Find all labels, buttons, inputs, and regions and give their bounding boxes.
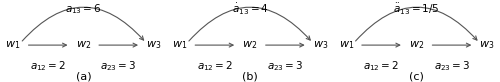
- Text: $w_1$: $w_1$: [172, 39, 187, 51]
- Text: $a_{12}=2$: $a_{12}=2$: [196, 59, 233, 73]
- Text: $w_1$: $w_1$: [338, 39, 354, 51]
- Text: $a_{23}=3$: $a_{23}=3$: [434, 59, 470, 73]
- Text: $a_{12}=2$: $a_{12}=2$: [364, 59, 400, 73]
- Text: $w_3$: $w_3$: [313, 39, 328, 51]
- Text: (c): (c): [409, 71, 424, 81]
- Text: $w_3$: $w_3$: [146, 39, 162, 51]
- Text: $\dot{a}_{13}=4$: $\dot{a}_{13}=4$: [232, 2, 268, 17]
- Text: $w_2$: $w_2$: [76, 39, 91, 51]
- Text: (b): (b): [242, 71, 258, 81]
- Text: $w_1$: $w_1$: [5, 39, 20, 51]
- Text: $a_{13}=6$: $a_{13}=6$: [65, 2, 102, 16]
- Text: $a_{12}=2$: $a_{12}=2$: [30, 59, 66, 73]
- Text: (a): (a): [76, 71, 91, 81]
- Text: $\ddot{a}_{13}=1/5$: $\ddot{a}_{13}=1/5$: [394, 2, 440, 17]
- Text: $a_{23}=3$: $a_{23}=3$: [267, 59, 304, 73]
- Text: $w_2$: $w_2$: [242, 39, 258, 51]
- Text: $w_3$: $w_3$: [480, 39, 495, 51]
- Text: $a_{23}=3$: $a_{23}=3$: [100, 59, 137, 73]
- Text: $w_2$: $w_2$: [409, 39, 424, 51]
